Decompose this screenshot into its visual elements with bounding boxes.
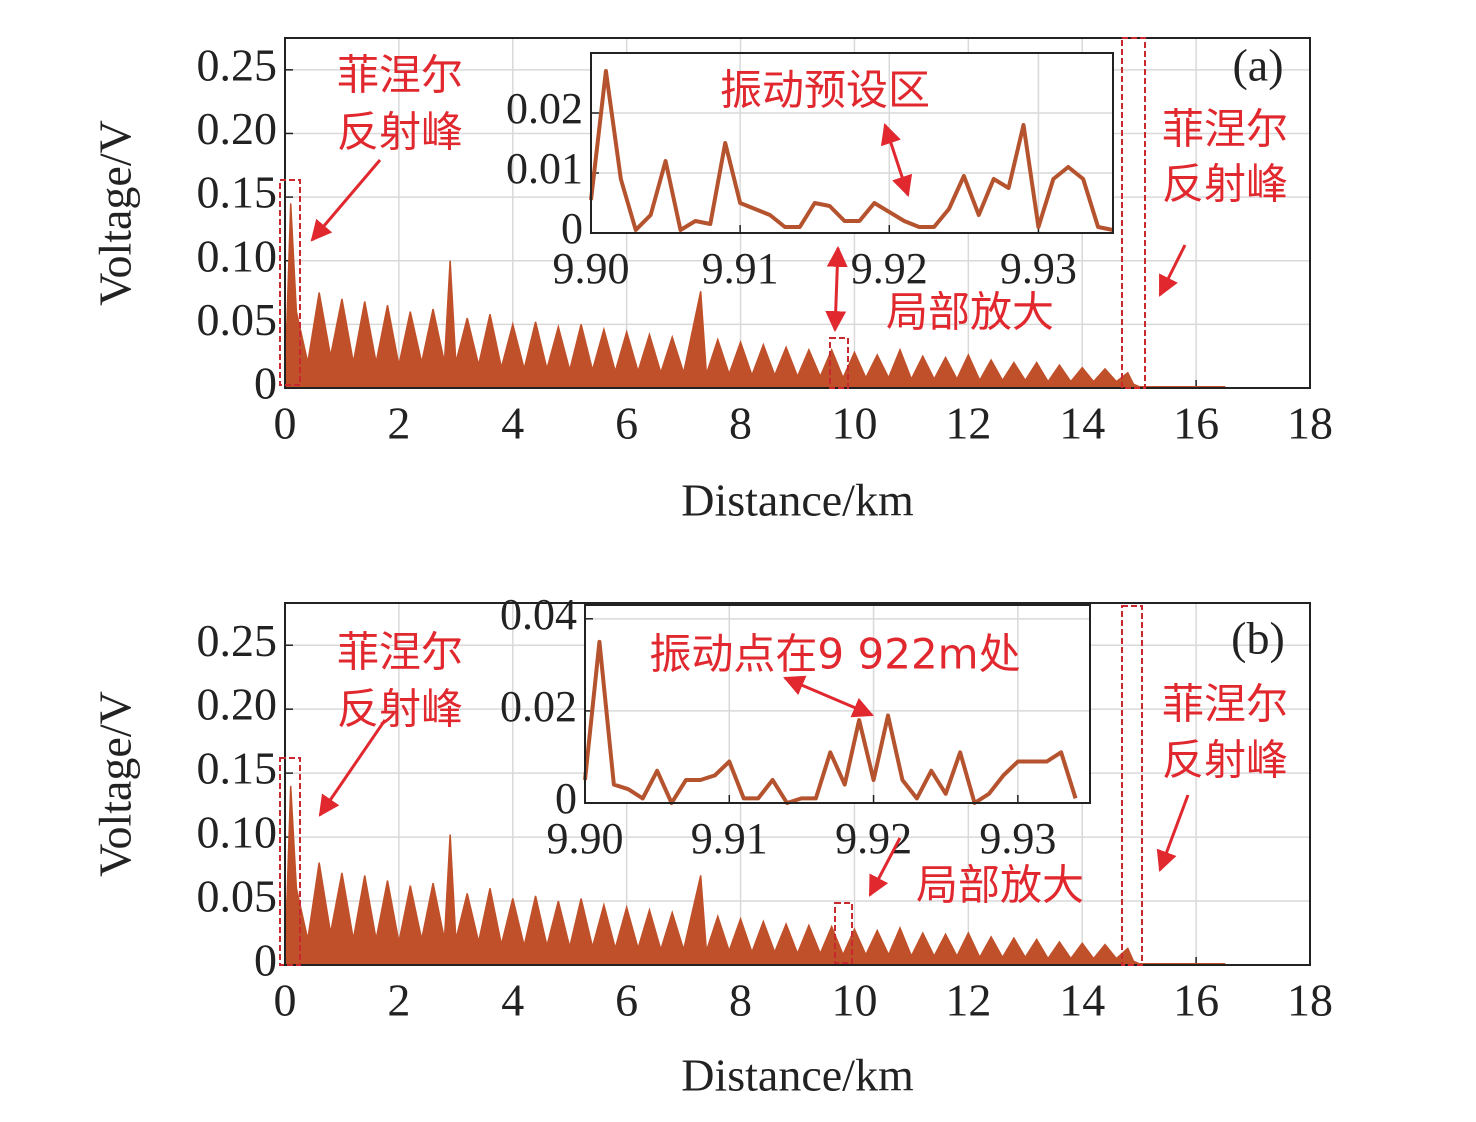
highlight-box	[279, 757, 301, 966]
y-tick-label: 0.05	[197, 294, 278, 345]
y-tick-label: 0.10	[197, 230, 278, 281]
x-tick-label: 16	[1173, 398, 1219, 449]
x-tick-label: 2	[387, 975, 410, 1026]
axes-frame	[284, 37, 1311, 389]
arrow	[880, 123, 913, 197]
y-tick-label: 0.20	[197, 679, 278, 730]
annotation: 振动点在9 922m处	[649, 630, 1020, 679]
highlight-box	[1121, 605, 1143, 966]
annotation: 菲涅尔	[1162, 680, 1288, 729]
highlight-box	[834, 902, 853, 964]
plot: 9.90 9.91 9.92 9.93 0 0.01 0.02 振动预设区	[506, 52, 1114, 293]
arrow	[868, 837, 902, 897]
y-tick-label: 0.02	[500, 682, 577, 731]
annotation: 反射峰	[337, 685, 463, 734]
x-tick-label: 4	[501, 975, 524, 1026]
x-tick-label: 9.93	[979, 814, 1056, 863]
signal-area	[284, 785, 1226, 966]
y-tick-label: 0	[555, 774, 577, 823]
x-tick-label: 6	[615, 398, 638, 449]
x-tick-label: 14	[1059, 975, 1105, 1026]
panel-label: (a)	[1232, 40, 1283, 91]
x-tick-label: 9.91	[702, 244, 779, 293]
x-tick-label: 9.90	[553, 244, 630, 293]
x-tick-label: 12	[945, 975, 991, 1026]
x-tick-label: 18	[1287, 398, 1333, 449]
y-axis-title: Voltage/V	[90, 120, 141, 306]
axes-frame	[284, 602, 1311, 966]
x-tick-label: 14	[1059, 398, 1105, 449]
x-axis-title: Distance/km	[681, 1050, 914, 1101]
panel-label: (b)	[1231, 613, 1285, 664]
arrow	[318, 719, 387, 817]
y-tick-label: 0.10	[197, 807, 278, 858]
annotation: 局部放大	[916, 861, 1084, 910]
x-tick-label: 0	[274, 975, 297, 1026]
axes-frame	[584, 604, 1091, 804]
y-tick-label: 0.20	[197, 103, 278, 154]
y-tick-label: 0.15	[197, 167, 278, 218]
x-tick-label: 4	[501, 398, 524, 449]
y-tick-label: 0.25	[197, 39, 278, 90]
x-tick-label: 2	[387, 398, 410, 449]
arrow	[310, 159, 382, 242]
annotation: 振动预设区	[720, 66, 930, 115]
x-tick-label: 9.91	[691, 814, 768, 863]
arrow	[783, 675, 874, 718]
annotation: 反射峰	[1162, 736, 1288, 785]
arrow	[1156, 794, 1190, 872]
y-tick-label: 0.15	[197, 743, 278, 794]
y-tick-label: 0.05	[197, 871, 278, 922]
x-tick-label: 9.93	[1000, 244, 1077, 293]
x-tick-label: 12	[945, 398, 991, 449]
x-tick-label: 16	[1173, 975, 1219, 1026]
annotation: 反射峰	[337, 108, 463, 157]
arrow	[1158, 244, 1187, 297]
annotation: 局部放大	[886, 288, 1054, 337]
y-tick-label: 0.01	[506, 144, 583, 193]
x-tick-label: 8	[729, 398, 752, 449]
x-tick-label: 6	[615, 975, 638, 1026]
x-tick-label: 9.90	[547, 814, 624, 863]
highlight-box	[1121, 37, 1146, 389]
annotation: 菲涅尔	[337, 51, 463, 100]
inset-line	[589, 69, 1114, 232]
y-axis-title: Voltage/V	[90, 691, 141, 877]
arrow	[825, 245, 848, 333]
highlight-box	[279, 179, 301, 386]
x-tick-label: 8	[729, 975, 752, 1026]
inset-line	[583, 639, 1078, 805]
highlight-box	[829, 337, 849, 389]
x-tick-label: 18	[1287, 975, 1333, 1026]
annotation: 反射峰	[1162, 160, 1288, 209]
y-tick-label: 0.02	[506, 84, 583, 133]
x-tick-label: 0	[274, 398, 297, 449]
axes-frame	[590, 52, 1114, 234]
annotation: 菲涅尔	[337, 628, 463, 677]
x-axis-title: Distance/km	[681, 475, 914, 526]
annotation: 菲涅尔	[1162, 105, 1288, 154]
x-tick-label: 10	[831, 975, 877, 1026]
x-tick-label: 10	[831, 398, 877, 449]
y-tick-label: 0.25	[197, 615, 278, 666]
signal-area	[284, 203, 1226, 389]
y-tick-label: 0	[254, 935, 277, 986]
y-tick-label: 0	[561, 204, 583, 253]
x-tick-label: 9.92	[851, 244, 928, 293]
y-tick-label: 0.04	[500, 590, 577, 639]
y-tick-label: 0	[254, 358, 277, 409]
